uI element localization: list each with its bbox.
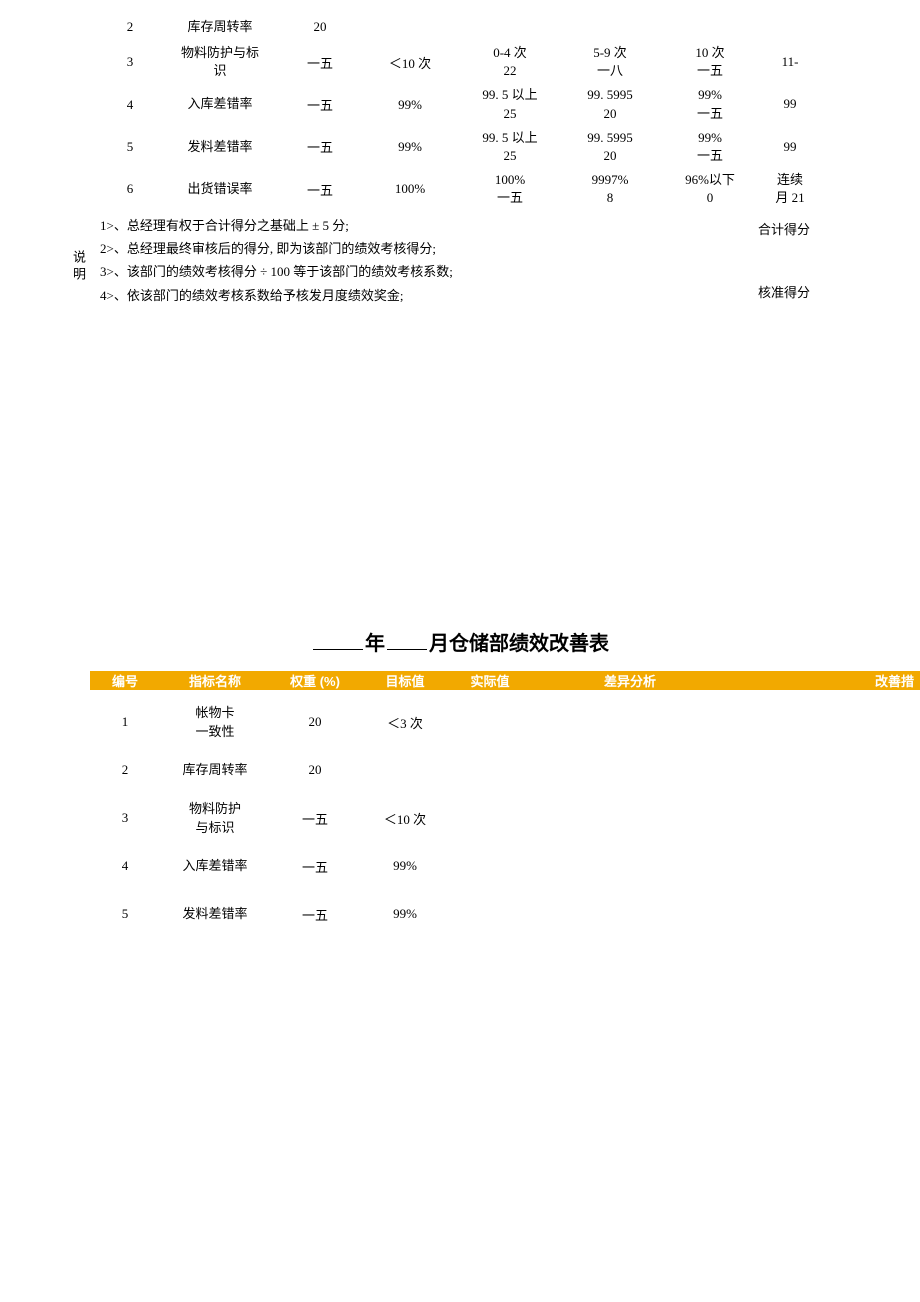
score-tier-2: 5-9 次一八 <box>560 44 660 80</box>
row-target: 100% <box>360 181 460 197</box>
row-name: 帐物卡一致性 <box>160 703 270 742</box>
score-tier-4: 11- <box>760 53 820 71</box>
score-tier-3: 10 次一五 <box>660 44 760 80</box>
notes-side-label: 说明 <box>67 250 90 284</box>
row-num: 5 <box>100 139 160 155</box>
row-target: ＜10 次 <box>360 809 450 828</box>
table-row: 5发料差错率一五99%99. 5 以上2599. 59952099%一五99 <box>0 129 920 165</box>
row-num: 4 <box>90 858 160 874</box>
row-num: 3 <box>90 810 160 826</box>
score-tier-1: 0-4 次22 <box>460 44 560 80</box>
improvement-table-title: 年月仓储部绩效改善表 <box>0 627 920 656</box>
approved-score-label: 核准得分 <box>560 281 820 304</box>
row-weight: 一五 <box>280 53 360 72</box>
row-name: 库存周转率 <box>160 760 270 780</box>
row-name: 库存周转率 <box>160 18 280 36</box>
note-2: 2>、总经理最终审核后的得分, 即为该部门的绩效考核得分; <box>100 237 560 260</box>
row-target: 99% <box>360 906 450 922</box>
row-weight: 一五 <box>270 809 360 828</box>
row-name: 物料防护与标识 <box>160 44 280 80</box>
row-name: 发料差错率 <box>160 138 280 156</box>
table-row: 6出货错误率一五100%100%一五9997%896%以下0连续月 21 <box>0 171 920 207</box>
improvement-table-header: 编号 指标名称 权重 (%) 目标值 实际值 差异分析 改善措 <box>0 662 920 698</box>
row-num: 4 <box>100 97 160 113</box>
improvement-table-body: 1帐物卡一致性20＜3 次2库存周转率203物料防护与标识一五＜10 次4入库差… <box>0 698 920 938</box>
col-header-weight: 权重 (%) <box>270 671 360 690</box>
score-tier-2: 9997%8 <box>560 171 660 207</box>
row-num: 6 <box>100 181 160 197</box>
row-weight: 一五 <box>270 857 360 876</box>
row-num: 1 <box>90 714 160 730</box>
row-num: 5 <box>90 906 160 922</box>
note-3: 3>、该部门的绩效考核得分 ÷ 100 等于该部门的绩效考核系数; <box>100 260 560 283</box>
row-num: 3 <box>100 54 160 70</box>
row-name: 发料差错率 <box>160 904 270 924</box>
table-row: 3物料防护与标识一五＜10 次0-4 次225-9 次一八10 次一五11- <box>0 44 920 80</box>
assessment-table: 2库存周转率203物料防护与标识一五＜10 次0-4 次225-9 次一八10 … <box>0 16 920 208</box>
note-4: 4>、依该部门的绩效考核系数给予核发月度绩效奖金; <box>100 284 560 307</box>
score-tier-4: 99 <box>760 138 820 156</box>
row-target: 99% <box>360 858 450 874</box>
note-1: 1>、总经理有权于合计得分之基础上 ± 5 分; <box>100 214 560 237</box>
row-target: ＜3 次 <box>360 713 450 732</box>
row-target: 99% <box>360 97 460 113</box>
col-header-num: 编号 <box>90 671 160 690</box>
col-header-target: 目标值 <box>360 671 450 690</box>
row-weight: 20 <box>270 762 360 778</box>
row-weight: 一五 <box>280 180 360 199</box>
score-tier-1: 99. 5 以上25 <box>460 86 560 122</box>
row-name: 入库差错率 <box>160 95 280 113</box>
col-header-diff: 差异分析 <box>530 671 730 690</box>
score-tier-2: 99. 599520 <box>560 86 660 122</box>
table-row: 3物料防护与标识一五＜10 次 <box>0 794 920 842</box>
score-tier-4: 连续月 21 <box>760 171 820 207</box>
row-weight: 20 <box>270 714 360 730</box>
score-tier-3: 99%一五 <box>660 86 760 122</box>
table-row: 4入库差错率一五99%99. 5 以上2599. 59952099%一五99 <box>0 86 920 122</box>
score-tier-1: 99. 5 以上25 <box>460 129 560 165</box>
score-tier-2: 99. 599520 <box>560 129 660 165</box>
table-row: 5发料差错率一五99% <box>0 890 920 938</box>
table-row: 2库存周转率20 <box>0 746 920 794</box>
row-target: ＜10 次 <box>360 53 460 72</box>
col-header-name: 指标名称 <box>160 671 270 690</box>
score-tier-4: 99 <box>760 95 820 113</box>
row-num: 2 <box>90 762 160 778</box>
total-score-label: 合计得分 <box>560 218 820 241</box>
row-name: 入库差错率 <box>160 856 270 876</box>
row-name: 出货错误率 <box>160 180 280 198</box>
row-weight: 一五 <box>280 95 360 114</box>
row-num: 2 <box>100 19 160 35</box>
table-row: 1帐物卡一致性20＜3 次 <box>0 698 920 746</box>
row-weight: 一五 <box>280 137 360 156</box>
notes-content: 1>、总经理有权于合计得分之基础上 ± 5 分; 2>、总经理最终审核后的得分,… <box>100 214 560 308</box>
score-tier-3: 96%以下0 <box>660 171 760 207</box>
row-target: 99% <box>360 139 460 155</box>
col-header-improve: 改善措 <box>730 671 920 690</box>
row-name: 物料防护与标识 <box>160 799 270 838</box>
score-tier-1: 100%一五 <box>460 171 560 207</box>
score-tier-3: 99%一五 <box>660 129 760 165</box>
col-header-actual: 实际值 <box>450 671 530 690</box>
notes-block: 说明 1>、总经理有权于合计得分之基础上 ± 5 分; 2>、总经理最终审核后的… <box>0 214 920 308</box>
row-weight: 一五 <box>270 905 360 924</box>
row-weight: 20 <box>280 19 360 35</box>
table-row: 2库存周转率20 <box>0 16 920 38</box>
table-row: 4入库差错率一五99% <box>0 842 920 890</box>
